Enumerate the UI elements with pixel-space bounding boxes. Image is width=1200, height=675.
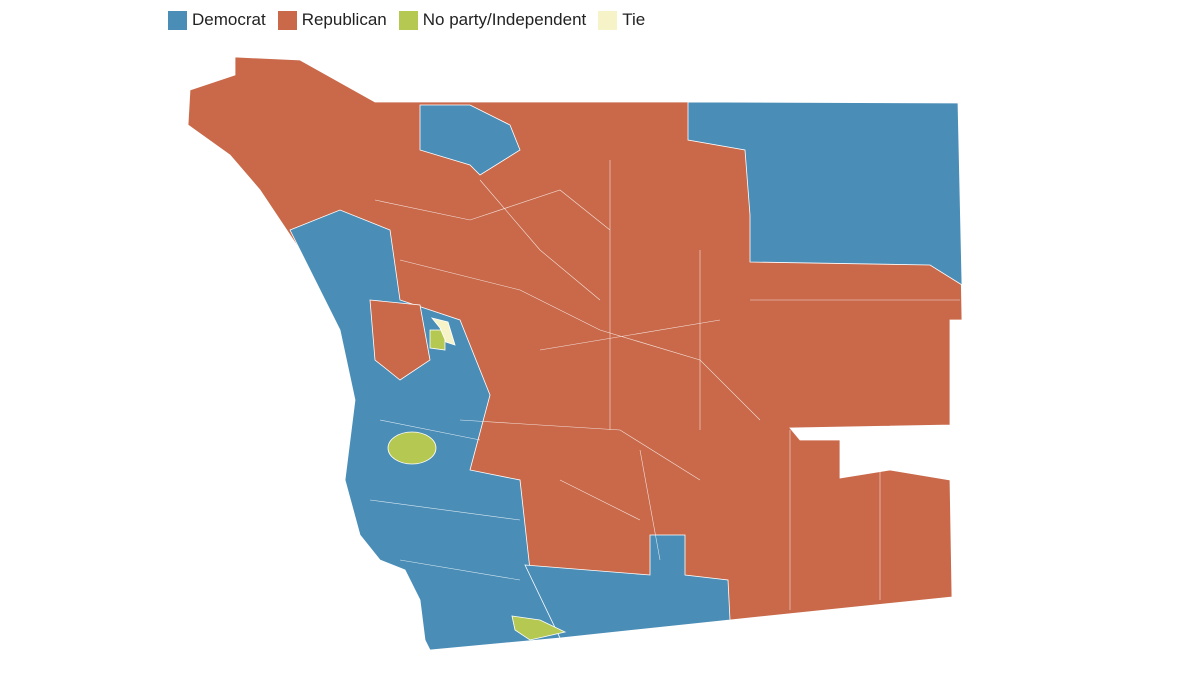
democrat-region xyxy=(524,534,731,639)
legend-item: No party/Independent xyxy=(398,10,587,30)
legend-swatch xyxy=(277,10,297,30)
independent-region xyxy=(429,329,446,351)
legend-item: Republican xyxy=(277,10,387,30)
legend-label: Tie xyxy=(622,10,646,29)
legend-swatch xyxy=(168,10,187,30)
legend-label: Democrat xyxy=(192,10,266,29)
tie-region xyxy=(430,317,456,346)
precinct-lines xyxy=(369,160,960,610)
legend-item: Democrat xyxy=(168,10,266,30)
legend: Democrat Republican No party/Independent Ti… xyxy=(168,10,645,30)
legend-label: Republican xyxy=(301,10,387,29)
legend-swatch xyxy=(398,10,418,30)
legend-label: No party/Independent xyxy=(422,10,587,29)
democrat-region xyxy=(419,104,521,176)
independent-region xyxy=(511,615,567,641)
republican-region xyxy=(369,299,431,381)
democrat-region xyxy=(687,101,963,286)
legend-swatch xyxy=(598,10,618,30)
independent-region xyxy=(387,431,437,465)
legend-item: Tie xyxy=(598,10,645,30)
